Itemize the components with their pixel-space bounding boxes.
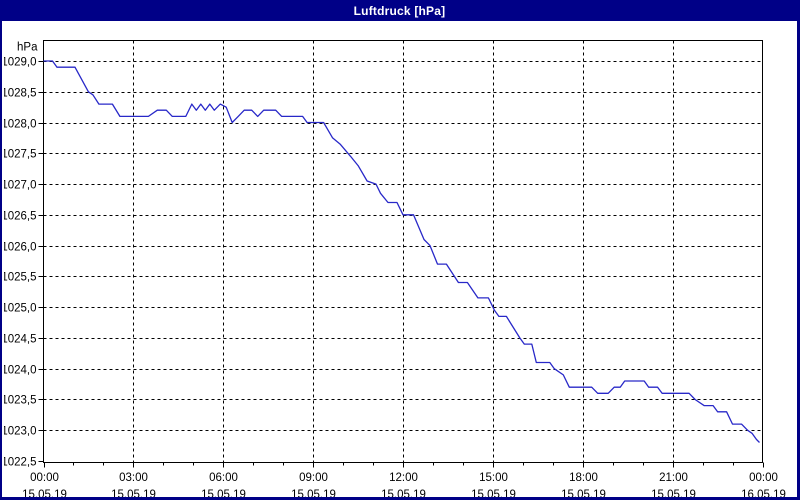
y-tick-label: 1025,5 (4, 272, 37, 284)
y-tick-label: 1027,5 (4, 149, 37, 161)
x-time-label: 12:00 (389, 472, 418, 484)
title-bar: Luftdruck [hPa] (2, 2, 797, 21)
y-tick-label: 1029,0 (4, 57, 37, 69)
x-time-label: 21:00 (659, 472, 688, 484)
pressure-line (43, 60, 760, 443)
y-tick-label: 1028,0 (4, 119, 37, 131)
y-tick-label: 1028,5 (4, 88, 37, 100)
y-tick-label: 1024,0 (4, 365, 37, 377)
x-date-label: 15.05.19 (111, 489, 156, 499)
x-time-label: 03:00 (119, 472, 148, 484)
x-date-label: 15.05.19 (561, 489, 606, 499)
x-date-label: 15.05.19 (381, 489, 426, 499)
window-title: Luftdruck [hPa] (353, 4, 446, 18)
x-time-label: 18:00 (569, 472, 598, 484)
plot-frame (43, 40, 763, 463)
x-time-label: 00:00 (30, 472, 59, 484)
y-tick-label: 1027,0 (4, 180, 37, 192)
x-date-label: 15.05.19 (471, 489, 516, 499)
x-date-label: 16.05.19 (741, 489, 786, 499)
chart-area: 1029,0 1028,5 1028,0 1027,5 1027,0 1026,5 1026… (2, 23, 797, 499)
x-date-label: 15.05.19 (291, 489, 336, 499)
x-time-label: 09:00 (299, 472, 328, 484)
y-tick-label: 1025,0 (4, 303, 37, 315)
y-tick-label: 1026,5 (4, 211, 37, 223)
x-time-label: 06:00 (209, 472, 238, 484)
y-tick-label: 1022,5 (4, 457, 37, 469)
pressure-chart: 1029,0 1028,5 1028,0 1027,5 1027,0 1026,5 1026… (2, 40, 786, 499)
x-date-label: 15.05.19 (22, 489, 67, 499)
x-time-label: 15:00 (479, 472, 508, 484)
x-time-label: 00:00 (749, 472, 778, 484)
y-tick-label: 1024,5 (4, 334, 37, 346)
y-tick-label: 1023,5 (4, 395, 37, 407)
y-tick-label: 1023,0 (4, 426, 37, 438)
y-tick-label: 1026,0 (4, 242, 37, 254)
x-date-label: 15.05.19 (201, 489, 246, 499)
unit-label: hPa (17, 42, 38, 54)
x-date-label: 15.05.19 (651, 489, 696, 499)
